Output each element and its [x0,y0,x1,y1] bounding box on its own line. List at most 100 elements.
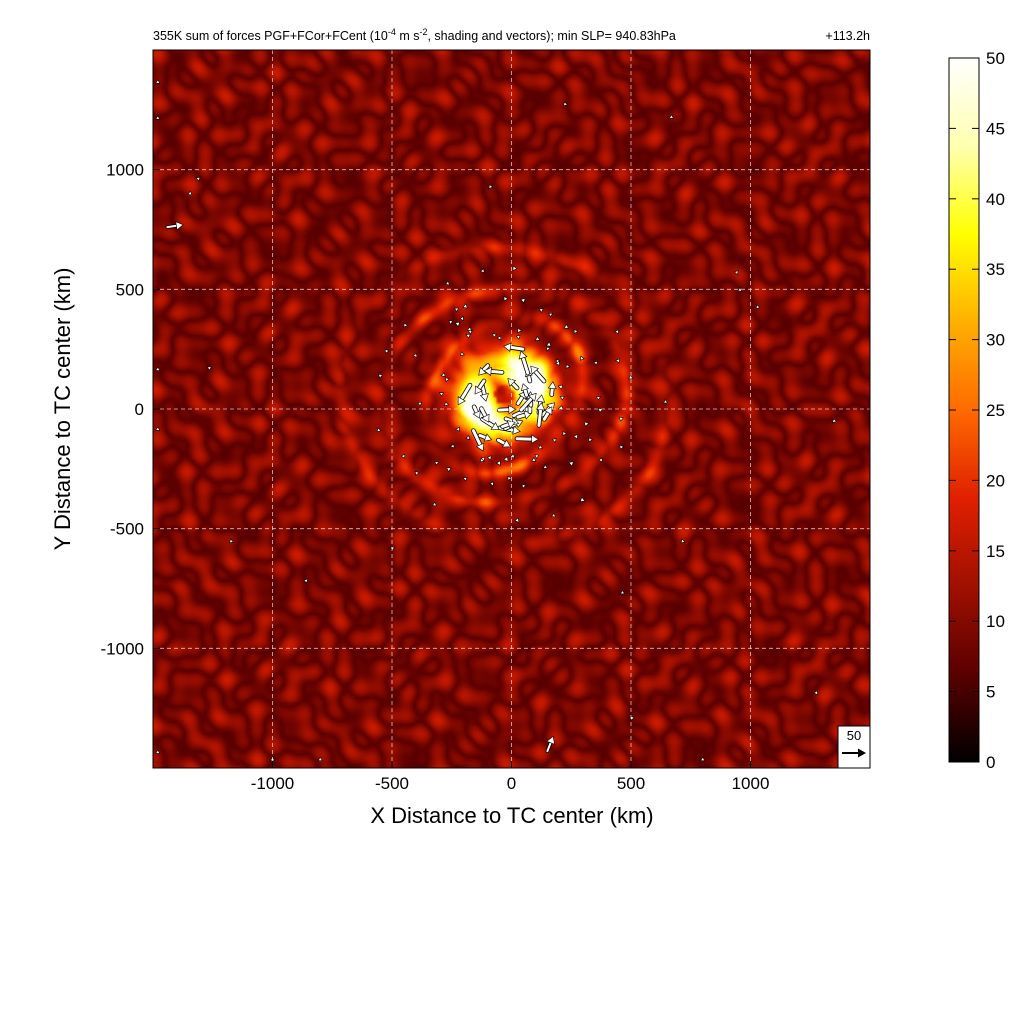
x-tick-label: 500 [617,774,645,793]
y-tick-label: 500 [116,280,144,299]
force-vector [572,434,578,440]
force-vector [548,312,554,318]
force-vector [542,464,548,469]
colorbar-tick-label: 10 [986,612,1005,631]
force-vector [195,176,201,182]
force-vector [755,304,761,310]
force-vector [417,401,423,407]
force-vector [521,483,527,489]
plot-area: 50 [152,49,871,769]
force-vector [512,265,518,272]
force-vector [155,749,161,754]
force-vector [615,358,621,364]
colorbar-tick-label: 20 [986,471,1005,490]
force-vector [483,366,505,377]
force-vector [503,295,509,302]
force-vector [538,444,544,450]
grid-lines [153,50,870,768]
force-vector [480,456,486,462]
force-vector [229,538,234,544]
force-vector [562,430,568,436]
colorbar-tick-label: 0 [986,753,995,772]
x-axis-label: X Distance to TC center (km) [370,803,653,828]
force-vector [155,426,161,431]
force-vector [444,401,450,407]
force-vector [438,392,445,397]
colorbar-tick-label: 15 [986,542,1005,561]
force-vector [155,79,161,84]
force-vector [628,374,634,380]
force-vector [414,470,420,476]
force-vector [440,372,446,378]
force-vector [518,392,537,413]
force-vector [813,690,819,696]
force-vector [400,453,406,459]
x-tick-label: -1000 [251,774,294,793]
force-vector [317,756,323,761]
colorbar-ticks: 0 5 10 15 20 25 30 35 40 45 50 [949,49,1005,772]
force-vector [700,756,706,761]
force-vector [445,280,451,286]
force-vector [474,378,487,395]
force-vector [455,426,460,432]
y-tick-label: -500 [110,520,144,539]
force-vector [471,428,485,452]
force-vector [583,421,590,427]
force-vector [492,332,498,339]
force-vector [479,268,485,274]
force-vector [448,320,454,325]
force-vector [530,365,547,384]
colorbar: 0 5 10 15 20 25 30 35 40 45 50 [948,49,1005,772]
force-vector [618,416,624,422]
force-vector [165,221,184,231]
force-vector [518,350,531,376]
force-vector [534,454,540,460]
force-vector [557,384,564,390]
force-vector [541,406,553,422]
force-vector [471,404,481,419]
force-vector [535,402,546,428]
y-axis-label: Y Distance to TC center (km) [50,268,75,551]
force-vector [480,416,500,431]
force-vector [588,437,594,443]
force-vector [503,342,526,352]
colorbar-tick-label: 30 [986,331,1005,350]
force-vector [495,460,501,466]
force-vector [619,444,625,450]
force-vector [579,355,585,361]
force-vector [538,308,544,313]
force-vector [462,476,468,482]
force-vector [551,438,557,444]
force-vectors [155,79,838,761]
force-vector [531,456,537,462]
force-vector [496,335,502,341]
force-vector [547,381,557,397]
force-vector [431,501,437,507]
force-vector [573,329,579,335]
force-vector [500,420,516,429]
force-vector [462,303,468,309]
force-vector [459,315,464,322]
force-vector [620,589,626,595]
force-vector [377,373,384,379]
force-vector [457,382,473,406]
force-vector [465,333,471,339]
force-vector [434,460,440,466]
force-vector [597,457,603,463]
force-vector [486,455,492,461]
force-vector [565,363,571,369]
force-vector [466,326,472,332]
force-vector [496,404,517,415]
force-vector [733,270,739,276]
force-vector [668,114,674,119]
force-vector [568,461,574,467]
force-vector [479,406,490,423]
colorbar-tick-label: 25 [986,401,1005,420]
force-vector [454,321,461,328]
reference-vector-box: 50 [837,725,871,769]
force-vector [488,183,494,190]
force-vector [478,363,491,376]
y-tick-label: 0 [135,400,144,419]
force-vector [412,352,418,358]
